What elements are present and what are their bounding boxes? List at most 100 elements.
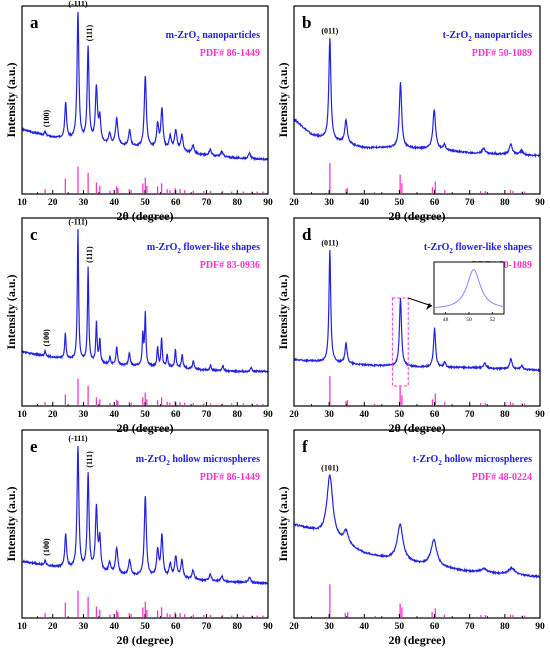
x-tick-label: 50 (395, 622, 405, 632)
title-suffix: flower-like shapes (181, 242, 260, 253)
panel-title: t-ZrO2 hollow microspheres (413, 454, 532, 467)
x-tick-label: 50 (140, 410, 150, 420)
y-axis-label: Intensity (a.u.) (276, 274, 290, 349)
x-tick-label: 80 (500, 198, 510, 208)
x-tick-label: 90 (535, 198, 545, 208)
pdf-reference: PDF# 86-1449 (200, 48, 260, 59)
peak-label: (111) (85, 246, 94, 263)
inset-x-tick-label: 50 (466, 317, 472, 323)
x-tick-label: 10 (17, 622, 27, 632)
x-tick-label: 10 (17, 198, 27, 208)
x-tick-label: 10 (17, 410, 27, 420)
x-tick-label: 60 (171, 410, 181, 420)
x-tick-label: 20 (48, 622, 58, 632)
x-tick-label: 90 (535, 622, 545, 632)
x-tick-label: 70 (465, 622, 475, 632)
panel-title: m-ZrO2 nanoparticles (166, 30, 260, 43)
panel-letter: f (302, 437, 308, 456)
x-axis-label: 2θ (degree) (116, 421, 173, 435)
y-axis-label: Intensity (a.u.) (4, 274, 18, 349)
title-subscript: 2 (177, 247, 181, 255)
peak-label: (-111) (68, 0, 87, 8)
panel-letter: c (30, 225, 38, 244)
x-tick-label: 70 (465, 198, 475, 208)
title-suffix: nanoparticles (472, 30, 532, 41)
peak-label: (111) (85, 24, 94, 41)
title-prefix: m-ZrO (147, 242, 178, 253)
x-tick-label: 70 (202, 198, 212, 208)
panel-title: t-ZrO2 nanoparticles (443, 30, 532, 43)
x-tick-label: 30 (79, 622, 89, 632)
peak-label: (100) (42, 538, 51, 556)
x-tick-label: 60 (171, 622, 181, 632)
zoom-arrow (408, 297, 433, 307)
panel-letter: d (302, 225, 312, 244)
x-tick-label: 40 (110, 622, 120, 632)
x-tick-label: 20 (289, 410, 299, 420)
title-subscript: 2 (196, 35, 200, 43)
x-tick-label: 80 (500, 410, 510, 420)
x-tick-label: 20 (289, 198, 299, 208)
title-prefix: m-ZrO (136, 454, 167, 465)
peak-label: (011) (321, 239, 338, 248)
x-tick-label: 70 (202, 410, 212, 420)
y-axis-label: Intensity (a.u.) (276, 486, 290, 561)
inset-x-tick-label: 52 (490, 317, 496, 323)
panel-letter: b (302, 13, 311, 32)
x-tick-label: 50 (395, 410, 405, 420)
x-axis-label: 2θ (degree) (116, 633, 173, 647)
pdf-reference: PDF# 50-1089 (472, 48, 532, 59)
zoom-selection-box (391, 297, 409, 387)
x-tick-label: 30 (324, 198, 334, 208)
y-axis-label: Intensity (a.u.) (4, 62, 18, 137)
y-axis-label: Intensity (a.u.) (4, 486, 18, 561)
x-tick-label: 80 (233, 622, 243, 632)
x-tick-label: 60 (430, 198, 440, 208)
pdf-reference: PDF# 83-0936 (200, 260, 260, 271)
x-tick-label: 90 (535, 410, 545, 420)
peak-label: (-111) (68, 434, 87, 443)
x-tick-label: 90 (263, 198, 273, 208)
xrd-pattern-line (21, 11, 269, 162)
x-tick-label: 20 (48, 198, 58, 208)
title-suffix: hollow microspheres (170, 454, 260, 465)
x-tick-label: 40 (360, 198, 370, 208)
x-tick-label: 40 (110, 410, 120, 420)
x-tick-label: 40 (360, 410, 370, 420)
peak-label: (101) (321, 463, 339, 472)
panel-f: (101) 20 30 40 50 60 70 80 90 2θ (degree) Intensit… (276, 429, 545, 647)
panel-letter: e (30, 437, 38, 456)
title-prefix: m-ZrO (166, 30, 197, 41)
x-tick-label: 20 (289, 622, 299, 632)
panel-e: (100) (-111) (111) 10 20 30 40 50 60 70 80 90 2θ (de… (4, 429, 273, 647)
panel-a: (100) (-111) (111) 10 20 30 40 50 60 70 80 90 2θ (de… (4, 0, 273, 223)
title-suffix: hollow microspheres (442, 454, 532, 465)
x-tick-label: 80 (233, 198, 243, 208)
x-tick-label: 30 (324, 410, 334, 420)
title-subscript: 2 (449, 247, 453, 255)
panel-d: (011) 20 30 40 50 60 70 80 90 2θ (degree) Intensit… (276, 217, 545, 435)
title-prefix: t-ZrO (413, 454, 439, 465)
x-tick-label: 60 (430, 410, 440, 420)
title-subscript: 2 (166, 459, 170, 467)
zoom-arrow-head (426, 303, 432, 310)
panel-c: (100) (-111) (111) 10 20 30 40 50 60 70 80 90 2θ (de… (4, 217, 273, 435)
x-tick-label: 60 (171, 198, 181, 208)
panel-title: t-ZrO2 flower-like shapes (424, 242, 532, 255)
x-tick-label: 20 (48, 410, 58, 420)
x-tick-label: 80 (233, 410, 243, 420)
inset-x-tick-label: 48 (443, 317, 449, 323)
pdf-reference: PDF# 86-1449 (200, 472, 260, 483)
peak-label: (-111) (68, 218, 87, 227)
xrd-pattern-line (293, 250, 541, 373)
panel-letter: a (30, 13, 39, 32)
x-tick-label: 30 (79, 410, 89, 420)
x-tick-label: 30 (324, 622, 334, 632)
title-suffix: nanoparticles (200, 30, 260, 41)
xrd-pattern-line (21, 445, 269, 586)
x-tick-label: 70 (202, 622, 212, 632)
x-tick-label: 50 (140, 198, 150, 208)
x-tick-label: 90 (263, 410, 273, 420)
panel-title: m-ZrO2 hollow microspheres (136, 454, 260, 467)
peak-label: (111) (85, 451, 94, 468)
